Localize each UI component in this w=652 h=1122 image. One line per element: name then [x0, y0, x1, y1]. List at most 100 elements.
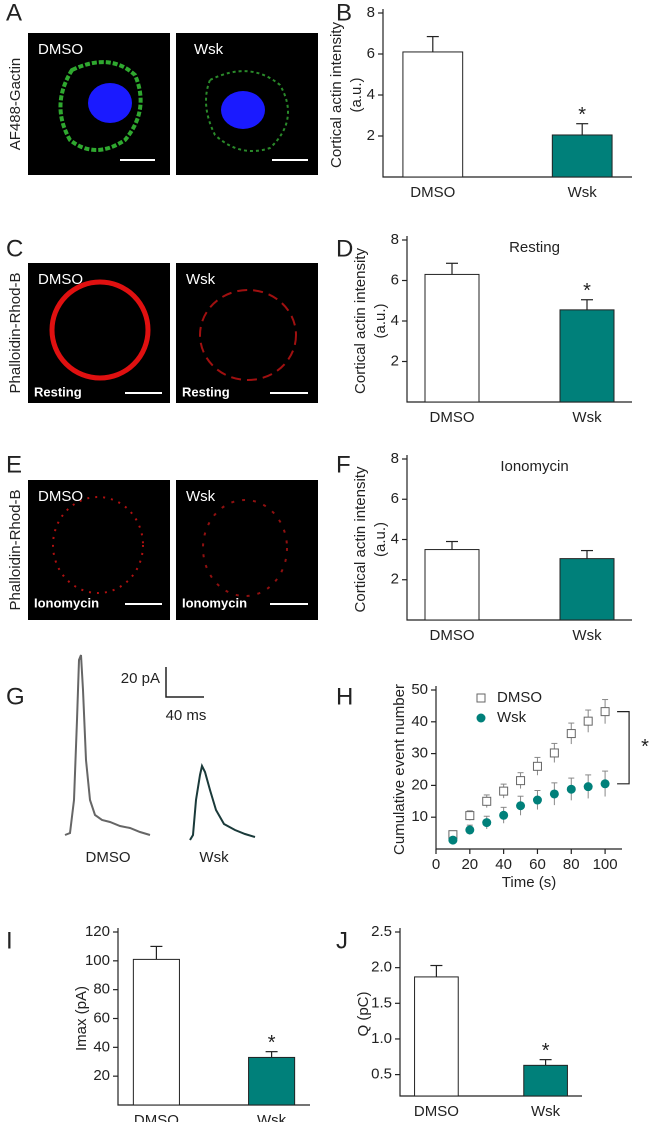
x-tick-label: 20: [461, 856, 478, 873]
scale-label: 20 pA: [121, 670, 160, 687]
panel-letter: E: [6, 451, 22, 478]
chart-title: Resting: [509, 239, 560, 256]
bar: [551, 134, 613, 178]
point: [499, 810, 509, 820]
panel-letter: H: [336, 683, 353, 710]
y-tick-label: 60: [93, 1009, 110, 1026]
legend-label: Wsk: [497, 709, 527, 726]
panel-letter: I: [6, 927, 13, 954]
x-axis-label: Time (s): [502, 874, 556, 891]
y-tick-label: 2.5: [371, 923, 392, 940]
annotation: *: [542, 1040, 550, 1062]
bracket: [617, 711, 630, 785]
scale-label: 40 ms: [166, 707, 207, 724]
bar: [248, 1056, 296, 1106]
point: [532, 795, 542, 805]
legend-marker: [476, 713, 486, 723]
x-tick-label: Wsk: [572, 627, 602, 644]
annotation: *: [583, 280, 591, 302]
chart-title: Ionomycin: [500, 458, 568, 475]
point: [499, 786, 509, 796]
image-label: Wsk: [194, 41, 224, 58]
annotation: *: [268, 1032, 276, 1054]
x-tick-label: Wsk: [531, 1103, 561, 1120]
y-tick-label: 6: [391, 490, 399, 507]
cell-outline: [199, 289, 297, 381]
panel-letter: D: [336, 235, 353, 262]
x-tick-label: 100: [593, 856, 618, 873]
point: [566, 729, 576, 739]
y-tick-label: 20: [411, 776, 428, 793]
point: [583, 716, 593, 726]
panel-letter: F: [336, 451, 351, 478]
point: [465, 825, 475, 835]
bar: [559, 309, 615, 403]
y-tick-label: 40: [93, 1038, 110, 1055]
scale-bar: [165, 667, 204, 698]
x-tick-label: 60: [529, 856, 546, 873]
y-tick-label: 6: [391, 271, 399, 288]
point: [448, 835, 458, 845]
image-label: Wsk: [186, 271, 216, 288]
point: [532, 761, 542, 771]
y-tick-label: 0.5: [371, 1066, 392, 1083]
point: [516, 776, 526, 786]
point: [516, 801, 526, 811]
nucleus: [88, 83, 132, 123]
y-tick-label: 6: [367, 45, 375, 62]
trace-label: DMSO: [86, 849, 131, 866]
y-tick-label: 4: [391, 312, 399, 329]
point: [482, 818, 492, 828]
panel-letter: C: [6, 235, 23, 262]
y-tick-label: 20: [93, 1067, 110, 1084]
y-tick-label: 4: [367, 86, 375, 103]
axis: [406, 455, 632, 621]
bar: [559, 558, 615, 621]
bar: [132, 958, 180, 1106]
image: [28, 480, 170, 620]
panel-letter: B: [336, 0, 352, 26]
x-tick-label: DMSO: [410, 184, 455, 201]
annotation: *: [641, 736, 649, 758]
cell-outline: [202, 499, 288, 597]
axis: [117, 928, 310, 1106]
x-tick-label: DMSO: [430, 627, 475, 644]
axis: [399, 928, 582, 1097]
image-label: DMSO: [38, 41, 83, 58]
y-axis-label: (a.u.): [372, 303, 389, 338]
y-axis-label: Cortical actin intensity: [352, 248, 369, 394]
x-tick-label: Wsk: [568, 184, 598, 201]
y-tick-label: 80: [93, 981, 110, 998]
y-tick-label: 2: [391, 571, 399, 588]
y-axis-label: (a.u.): [348, 77, 365, 112]
y-axis-label: Cortical actin intensity: [328, 22, 345, 168]
microscopy-images: DMSO Wsk DMSO Wsk Resting Resting DMSO W…: [7, 33, 318, 620]
x-tick-label: DMSO: [430, 409, 475, 426]
image-note: Ionomycin: [182, 595, 247, 610]
point: [600, 707, 610, 717]
x-tick-label: Wsk: [257, 1112, 287, 1122]
x-tick-label: DMSO: [414, 1103, 459, 1120]
legend-label: DMSO: [497, 689, 542, 706]
point: [549, 748, 559, 758]
cell-outline: [58, 60, 143, 152]
panel-letter: A: [6, 0, 22, 26]
y-axis-label: Cortical actin intensity: [352, 466, 369, 612]
x-tick-label: Wsk: [572, 409, 602, 426]
y-tick-label: 40: [411, 713, 428, 730]
point: [600, 779, 610, 789]
x-tick-label: 80: [563, 856, 580, 873]
point: [465, 811, 475, 821]
point: [566, 784, 576, 794]
image-label: Wsk: [186, 488, 216, 505]
axis: [382, 9, 632, 178]
image-label: DMSO: [38, 488, 83, 505]
y-axis-label: (a.u.): [372, 522, 389, 557]
point: [482, 796, 492, 806]
scale-bars: [120, 159, 308, 605]
cell-outline: [205, 70, 289, 152]
trace: [64, 654, 151, 836]
image-ylabel: Phalloidin-Rhod-B: [7, 273, 24, 394]
y-tick-label: 50: [411, 681, 428, 698]
legend-marker: [476, 693, 486, 703]
